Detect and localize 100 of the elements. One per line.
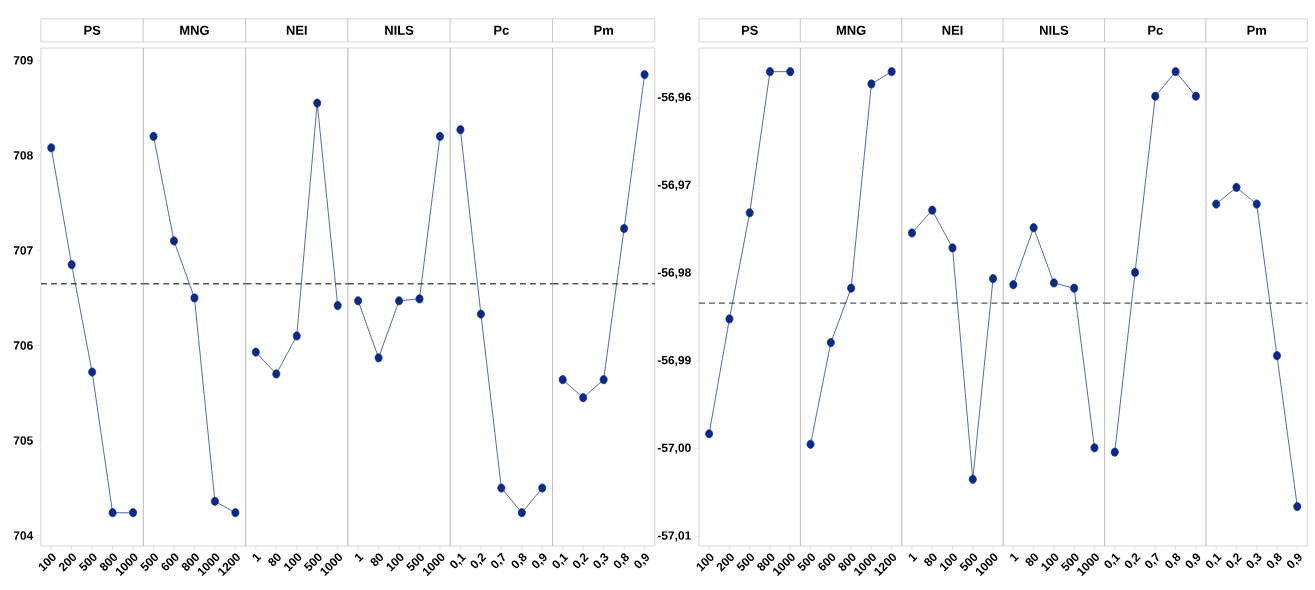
- point: [395, 296, 403, 306]
- point: [620, 224, 629, 234]
- x-tick-label: 100: [1041, 553, 1059, 572]
- y-tick-label: -57,00: [657, 443, 691, 454]
- x-tick-label: 0,1: [1104, 553, 1121, 569]
- x-tick-label: 0,9: [1287, 553, 1302, 569]
- point: [517, 508, 526, 518]
- point: [579, 393, 588, 403]
- point: [1029, 223, 1038, 233]
- x-tick-label: 600: [161, 553, 179, 571]
- x-tick-label: 80: [1025, 553, 1039, 567]
- point: [374, 353, 383, 363]
- point: [1293, 502, 1302, 512]
- point: [1252, 199, 1261, 209]
- y-tick-label: 706: [13, 341, 33, 350]
- x-tick-label: 0,8: [1266, 553, 1282, 569]
- x-tick-label: 500: [959, 553, 978, 571]
- point: [1131, 267, 1139, 277]
- point: [67, 260, 76, 270]
- point: [908, 228, 916, 238]
- point: [786, 67, 795, 77]
- x-tick-label: 0,7: [1145, 552, 1159, 569]
- point: [948, 243, 957, 253]
- point: [745, 208, 754, 218]
- x-tick-label: 0,2: [1124, 553, 1141, 569]
- x-tick-label: 100: [940, 553, 957, 572]
- x-tick-label: 500: [303, 553, 322, 571]
- point: [1151, 91, 1160, 101]
- point: [108, 508, 117, 518]
- x-tick-label: 500: [78, 553, 97, 571]
- x-tick-label: 0,9: [634, 553, 649, 569]
- point: [436, 131, 444, 141]
- x-tick-label: 0,1: [450, 553, 467, 569]
- y-tick-label: 707: [13, 246, 33, 255]
- x-tick-label: 0,2: [1226, 553, 1242, 569]
- point: [640, 70, 649, 80]
- point: [272, 369, 281, 379]
- x-tick-label: 80: [370, 553, 384, 567]
- point: [476, 309, 485, 319]
- point: [354, 296, 363, 306]
- y-tick-label: -56,96: [657, 92, 691, 104]
- chart-title: NEI: [942, 25, 963, 35]
- point: [149, 131, 158, 141]
- point: [1191, 91, 1200, 101]
- x-tick-label: 500: [736, 553, 755, 571]
- y-tick-label: 705: [13, 436, 33, 445]
- point: [538, 483, 547, 493]
- point: [1212, 199, 1221, 209]
- point: [847, 283, 856, 293]
- point: [47, 143, 56, 153]
- y-tick-label: 708: [13, 151, 33, 160]
- chart-title: PS: [741, 25, 758, 35]
- x-tick-label: 0,9: [532, 553, 547, 569]
- x-tick-label: 800: [181, 553, 199, 571]
- x-tick-label: 0,1: [552, 553, 569, 569]
- x-tick-label: 200: [716, 553, 734, 572]
- point: [968, 474, 977, 484]
- x-tick-label: 1: [908, 553, 918, 562]
- x-tick-label: 0,8: [613, 553, 629, 569]
- point: [497, 483, 506, 493]
- x-tick-label: 0,3: [1246, 553, 1262, 569]
- chart-title: NILS: [385, 25, 414, 35]
- point: [887, 67, 896, 77]
- point: [231, 508, 240, 518]
- point: [725, 314, 734, 324]
- y-tick-label: -56,97: [657, 180, 691, 191]
- x-tick-label: 0,1: [1205, 553, 1222, 569]
- y-tick-label: -56,99: [657, 355, 691, 367]
- point: [1049, 278, 1058, 288]
- chart-title: MNG: [836, 25, 866, 35]
- point: [989, 274, 998, 284]
- x-tick-label: 100: [38, 553, 56, 572]
- point: [129, 508, 137, 518]
- x-tick-label: 0,7: [491, 552, 505, 569]
- x-tick-label: 100: [696, 553, 714, 572]
- point: [1171, 67, 1180, 77]
- x-tick-label: 80: [924, 553, 937, 567]
- chart-title: NILS: [1040, 25, 1069, 35]
- point: [190, 293, 199, 303]
- point: [1090, 443, 1099, 453]
- x-tick-label: 200: [58, 553, 77, 572]
- chart-title: Pm: [594, 25, 613, 35]
- point: [415, 294, 424, 304]
- x-tick-label: 0,9: [1185, 553, 1201, 569]
- point: [251, 347, 260, 357]
- x-tick-label: 500: [406, 553, 424, 571]
- x-tick-label: 1: [252, 553, 262, 562]
- y-tick-label: 709: [13, 56, 33, 65]
- point: [1232, 182, 1241, 192]
- x-tick-label: 0,3: [593, 553, 609, 569]
- point: [456, 125, 465, 135]
- x-tick-label: 600: [818, 553, 836, 571]
- x-tick-label: 800: [757, 553, 775, 571]
- point: [1273, 351, 1281, 361]
- x-tick-label: 0,2: [470, 553, 487, 569]
- point: [928, 205, 937, 215]
- x-tick-label: 100: [386, 553, 404, 572]
- x-tick-label: 0,8: [511, 553, 527, 569]
- point: [170, 236, 178, 246]
- point: [1110, 447, 1119, 457]
